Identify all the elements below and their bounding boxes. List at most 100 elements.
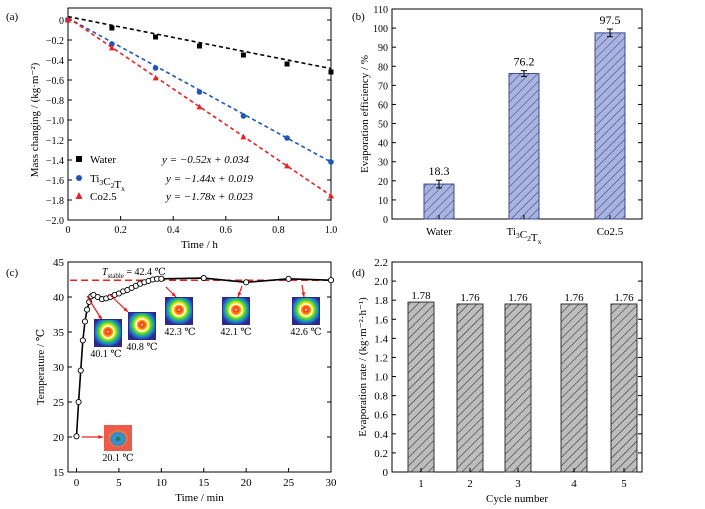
y-tick-label: 70 bbox=[378, 81, 388, 92]
bar bbox=[610, 303, 638, 473]
x-tick-label: 5 bbox=[621, 478, 627, 490]
y-tick-label: 50 bbox=[378, 120, 388, 131]
x-tick-label: 0.6 bbox=[220, 225, 233, 236]
data-point-co25 bbox=[152, 74, 159, 81]
stable-temperature-label: Tstable = 42.4 ℃ bbox=[102, 267, 166, 280]
y-tick-label: 1.0 bbox=[374, 372, 388, 384]
bar bbox=[423, 183, 455, 220]
x-tick-label: Water bbox=[426, 226, 452, 238]
panel-label: (c) bbox=[6, 267, 19, 279]
data-point bbox=[200, 275, 207, 282]
thermal-image-label: 42.3 ℃ bbox=[164, 327, 195, 338]
legend-fit-equation: y = −1.44x + 0.019 bbox=[165, 173, 254, 185]
bar bbox=[594, 32, 626, 220]
y-tick-label: 2.2 bbox=[374, 257, 388, 269]
data-point-water bbox=[153, 34, 159, 40]
bar bbox=[508, 73, 540, 220]
x-tick-label: 0.2 bbox=[114, 225, 127, 236]
thermal-image-label: 42.6 ℃ bbox=[290, 327, 321, 338]
y-tick-label: 15 bbox=[53, 467, 65, 479]
x-tick-label: 0 bbox=[74, 477, 80, 489]
x-axis-label: Time / h bbox=[181, 239, 218, 251]
thermal-image-ring bbox=[229, 303, 243, 317]
y-tick-label: 10 bbox=[378, 196, 388, 207]
x-tick-label: 0.4 bbox=[167, 225, 180, 236]
thermal-image bbox=[129, 313, 155, 339]
callout-arrowhead bbox=[97, 315, 102, 320]
x-tick-label: 25 bbox=[283, 477, 295, 489]
x-tick-label: 2 bbox=[467, 478, 473, 490]
y-tick-label: 40 bbox=[378, 139, 388, 150]
panel-label: (b) bbox=[352, 11, 365, 23]
x-tick-label: Ti3C2Tx bbox=[507, 226, 542, 246]
thermal-image bbox=[108, 429, 128, 447]
data-point-water bbox=[284, 61, 290, 67]
x-tick-label: 4 bbox=[571, 478, 577, 490]
data-point-water bbox=[197, 43, 202, 49]
y-tick-label: 90 bbox=[378, 43, 388, 54]
callout-arrow bbox=[86, 295, 103, 321]
x-tick-label: 20 bbox=[241, 477, 253, 489]
panel-d: (d) 0 0.2 0.4 0.6 0.8 1.0 1.2 1.4 1.6 1.8 2.0 2.2 Cyc… bbox=[352, 257, 643, 505]
legend-fit-equation: y = −1.78x + 0.023 bbox=[165, 191, 254, 203]
y-axis-label: Temperature / ℃ bbox=[35, 329, 47, 405]
y-tick-label: −0.6 bbox=[46, 76, 64, 87]
y-tick-label: 1.2 bbox=[374, 352, 388, 364]
thermal-image bbox=[223, 298, 249, 324]
data-point-water bbox=[328, 69, 334, 75]
thermal-image-ring bbox=[135, 318, 149, 332]
x-tick-label: 10 bbox=[156, 477, 168, 489]
data-point-ti3c2tx bbox=[240, 113, 247, 119]
y-tick-label: 25 bbox=[53, 397, 65, 409]
data-point bbox=[81, 318, 89, 325]
legend-marker bbox=[75, 192, 83, 199]
x-tick-label: Co2.5 bbox=[597, 226, 624, 238]
y-tick-label: −1.8 bbox=[46, 196, 64, 207]
data-point bbox=[285, 275, 292, 282]
callout-arrowhead bbox=[171, 292, 176, 297]
x-tick-label: 3 bbox=[515, 478, 521, 490]
x-tick-label: 0.8 bbox=[272, 225, 285, 236]
y-tick-label: 35 bbox=[53, 327, 65, 339]
legend-marker bbox=[76, 175, 82, 181]
y-axis-label: Evaporation efficiency / % bbox=[359, 55, 371, 173]
y-tick-label: 60 bbox=[378, 100, 388, 111]
y-tick-label: 20 bbox=[53, 432, 65, 444]
x-tick-label: 0 bbox=[66, 225, 71, 236]
callout-arrowhead bbox=[237, 292, 242, 297]
data-point-co25 bbox=[328, 192, 334, 199]
y-tick-label: −0.2 bbox=[46, 36, 64, 47]
data-label: 18.3 bbox=[429, 164, 450, 178]
data-point-co25 bbox=[240, 133, 247, 140]
data-point-ti3c2tx bbox=[284, 135, 290, 141]
y-tick-label: −0.8 bbox=[46, 96, 64, 107]
fit-line-0 bbox=[67, 15, 332, 70]
y-tick-label: 110 bbox=[373, 5, 388, 16]
data-label: 1.76 bbox=[614, 292, 634, 304]
thermal-image-ring bbox=[101, 325, 115, 339]
x-tick-label: 5 bbox=[116, 477, 122, 489]
data-point-co25 bbox=[284, 162, 291, 169]
data-point-co25 bbox=[108, 44, 115, 51]
data-point-ti3c2tx bbox=[196, 89, 203, 95]
y-tick-label: 0 bbox=[383, 215, 388, 226]
x-tick-label: 15 bbox=[198, 477, 210, 489]
y-tick-label: 0 bbox=[383, 467, 389, 479]
data-point bbox=[327, 277, 335, 284]
panel-b: (b) 0 10 20 30 40 50 60 70 80 90 100 110 Evaporation … bbox=[352, 5, 643, 246]
y-tick-label: 45 bbox=[53, 257, 65, 269]
legend-label: Co2.5 bbox=[90, 191, 117, 203]
x-axis-label: Cycle number bbox=[486, 493, 548, 505]
y-axis-label: Mass changing / (kg·m⁻²) bbox=[29, 62, 41, 177]
thermal-image-label: 40.1 ℃ bbox=[90, 349, 121, 360]
data-point bbox=[77, 367, 84, 374]
panel-a: (a) 0 −0.2 −0.4 −0.6 −0.8 −1.0 −1.2 −1.4 −1.6 −1.8… bbox=[6, 7, 337, 251]
callout-arrowhead bbox=[301, 292, 306, 297]
data-point bbox=[73, 433, 80, 440]
data-label: 1.78 bbox=[411, 290, 431, 302]
y-tick-label: 30 bbox=[53, 362, 65, 374]
bar bbox=[407, 301, 435, 473]
bar bbox=[504, 303, 532, 473]
y-tick-label: −0.4 bbox=[46, 56, 64, 67]
